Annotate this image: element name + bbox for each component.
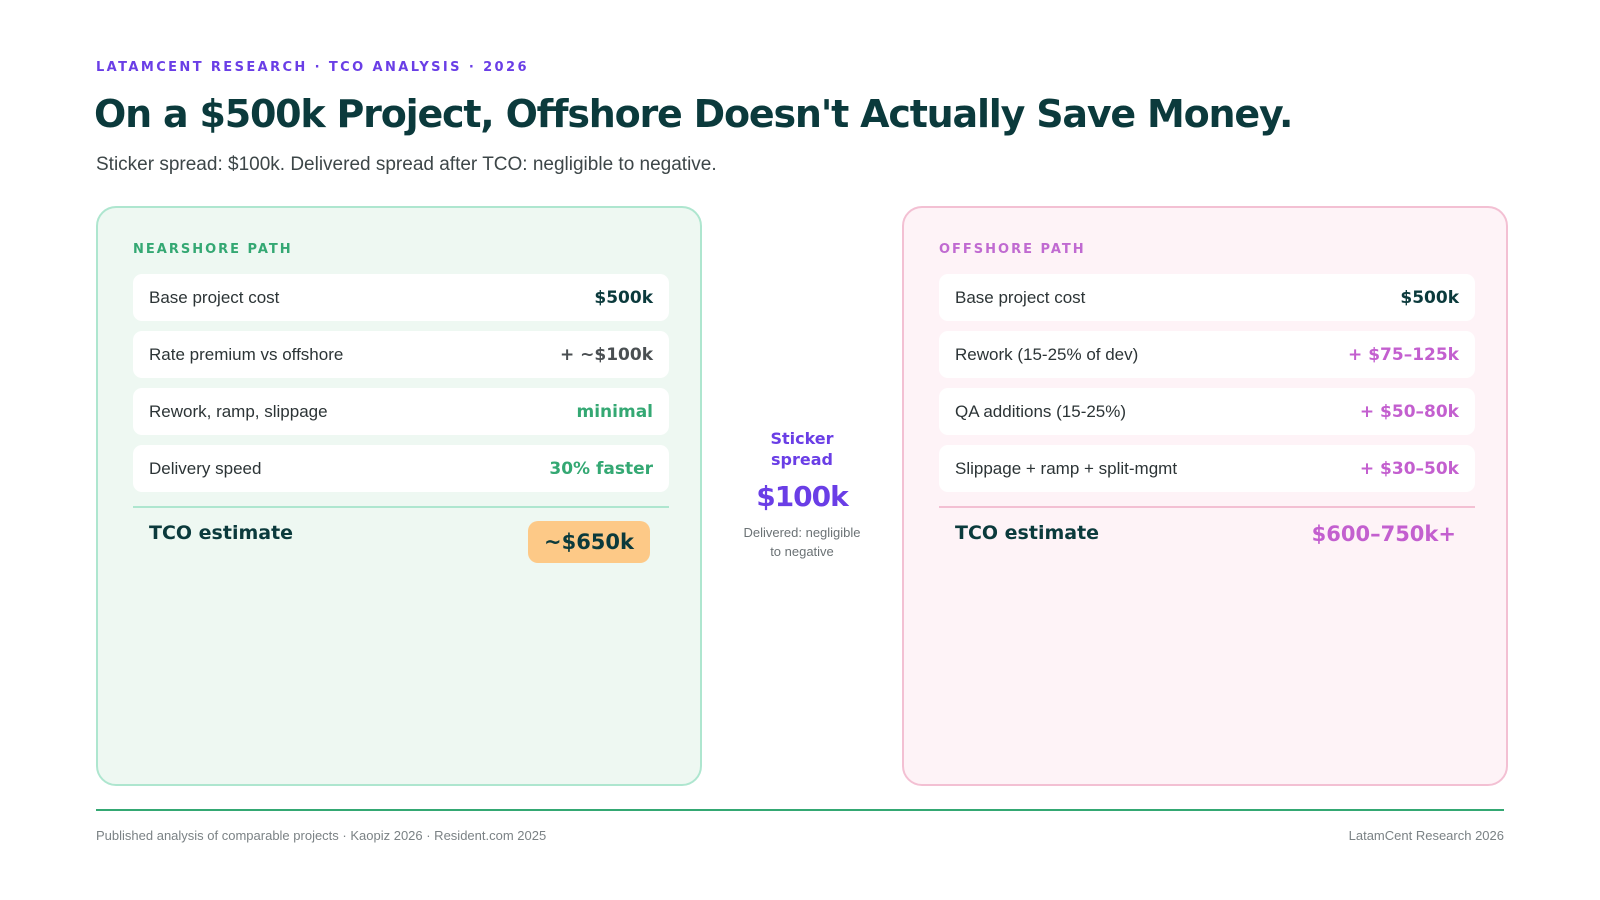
footer-credit: LatamCent Research 2026 (1348, 828, 1504, 843)
nearshore-row-base-cost: Base project cost $500k (133, 274, 669, 321)
nearshore-tco-badge: ~$650k (527, 521, 650, 563)
nearshore-panel: NEARSHORE PATH Base project cost $500k R… (96, 206, 702, 786)
nearshore-cost-list: Base project cost $500k Rate premium vs … (133, 274, 669, 502)
row-label: Base project cost (149, 287, 280, 307)
eyebrow-label: LATAMCENT RESEARCH · TCO ANALYSIS · 2026 (96, 60, 529, 75)
offshore-row-qa-additions: QA additions (15-25%) + $50–80k (939, 388, 1475, 435)
row-value: $500k (1400, 287, 1459, 308)
footer-source: Published analysis of comparable project… (96, 828, 547, 843)
row-label: Base project cost (955, 287, 1086, 307)
offshore-row-rework: Rework (15-25% of dev) + $75–125k (939, 331, 1475, 378)
row-label: Rate premium vs offshore (149, 344, 344, 364)
nearshore-row-rate-premium: Rate premium vs offshore + ~$100k (133, 331, 669, 378)
row-label: Slippage + ramp + split-mgmt (955, 458, 1178, 478)
row-label: Rework, ramp, slippage (149, 401, 328, 421)
nearshore-row-delivery-speed: Delivery speed 30% faster (133, 445, 669, 492)
page-subtitle: Sticker spread: $100k. Delivered spread … (96, 154, 717, 175)
nearshore-row-rework: Rework, ramp, slippage minimal (133, 388, 669, 435)
row-value: + $30–50k (1359, 458, 1459, 479)
offshore-row-base-cost: Base project cost $500k (939, 274, 1475, 321)
nearshore-panel-label: NEARSHORE PATH (133, 242, 293, 257)
nearshore-divider (133, 506, 669, 508)
offshore-panel: OFFSHORE PATH Base project cost $500k Re… (902, 206, 1508, 786)
nearshore-tco-label: TCO estimate (149, 522, 294, 544)
sticker-spread-value: $100k (756, 480, 849, 513)
row-value: minimal (576, 401, 653, 422)
footer-divider (96, 809, 1504, 811)
sticker-spread-label: Sticker spread (770, 429, 834, 469)
sticker-spread-note: Delivered: negligible to negative (743, 525, 861, 559)
row-label: Delivery speed (149, 458, 262, 478)
offshore-tco-label: TCO estimate (955, 522, 1100, 544)
offshore-row-slippage: Slippage + ramp + split-mgmt + $30–50k (939, 445, 1475, 492)
row-value: 30% faster (549, 458, 653, 479)
row-label: QA additions (15-25%) (955, 401, 1127, 421)
row-value: + ~$100k (559, 344, 653, 365)
sticker-spread-callout: Sticker spread $100k Delivered: negligib… (714, 428, 890, 561)
row-label: Rework (15-25% of dev) (955, 344, 1139, 364)
row-value: $500k (594, 287, 653, 308)
row-value: + $75–125k (1348, 344, 1459, 365)
page-title: On a $500k Project, Offshore Doesn't Act… (94, 92, 1293, 136)
offshore-panel-label: OFFSHORE PATH (939, 242, 1086, 257)
offshore-divider (939, 506, 1475, 508)
offshore-cost-list: Base project cost $500k Rework (15-25% o… (939, 274, 1475, 502)
offshore-tco-value: $600–750k+ (1311, 522, 1456, 546)
row-value: + $50–80k (1359, 401, 1459, 422)
